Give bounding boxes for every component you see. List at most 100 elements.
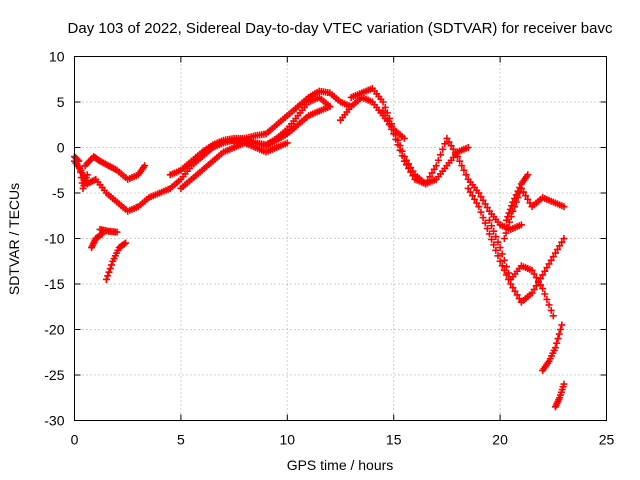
data-point xyxy=(534,277,542,285)
data-point xyxy=(547,306,555,314)
data-point xyxy=(494,252,502,260)
data-point xyxy=(473,199,481,207)
data-point xyxy=(549,253,557,261)
data-point xyxy=(422,180,430,188)
data-point xyxy=(488,222,496,230)
data-point xyxy=(551,344,559,352)
data-point xyxy=(477,208,485,216)
data-point xyxy=(451,149,459,157)
data-point xyxy=(477,193,485,201)
data-point xyxy=(490,227,498,235)
data-point xyxy=(479,214,487,222)
data-point xyxy=(513,291,521,299)
x-tick-label: 25 xyxy=(599,432,615,448)
y-tick-label: 0 xyxy=(57,140,65,156)
data-point xyxy=(530,270,538,278)
data-point xyxy=(75,157,83,165)
data-point xyxy=(481,219,489,227)
data-point xyxy=(447,142,455,150)
data-point xyxy=(428,169,436,177)
data-point xyxy=(113,228,121,236)
data-point xyxy=(545,301,553,309)
data-point xyxy=(528,289,536,297)
data-point xyxy=(502,263,510,271)
data-point xyxy=(555,330,563,338)
data-point xyxy=(558,321,566,329)
data-point xyxy=(500,235,508,242)
y-tick-label: -25 xyxy=(44,367,64,383)
chart-title: Day 103 of 2022, Sidereal Day-to-day VTE… xyxy=(68,20,613,37)
data-point xyxy=(509,198,517,206)
data-point xyxy=(83,171,91,179)
y-tick-label: -30 xyxy=(44,413,64,429)
data-point xyxy=(439,145,447,153)
data-point xyxy=(426,173,434,181)
data-point xyxy=(449,145,457,153)
y-tick-label: -20 xyxy=(44,322,64,338)
data-point xyxy=(543,295,551,303)
series-t4 xyxy=(230,87,355,147)
series-t9 xyxy=(485,216,557,320)
data-point xyxy=(381,103,389,111)
data-point xyxy=(437,151,445,159)
series-t7 xyxy=(379,107,525,233)
x-tick-label: 15 xyxy=(386,432,402,448)
series-t12 xyxy=(539,321,566,374)
x-tick-label: 5 xyxy=(177,432,185,448)
data-point xyxy=(76,163,84,171)
data-point xyxy=(475,189,483,197)
data-point xyxy=(492,246,500,254)
data-point xyxy=(554,245,562,253)
data-point xyxy=(547,256,555,264)
data-point xyxy=(105,268,113,276)
data-point xyxy=(385,121,393,129)
data-point xyxy=(430,165,438,173)
data-point xyxy=(505,269,513,277)
data-point xyxy=(471,195,479,203)
data-point xyxy=(515,295,523,303)
data-point xyxy=(498,262,506,270)
x-axis-label: GPS time / hours xyxy=(287,457,394,473)
data-point xyxy=(102,275,110,283)
data-point xyxy=(122,239,130,247)
data-point xyxy=(485,216,493,224)
data-point xyxy=(424,176,432,184)
data-point xyxy=(464,144,472,151)
data-point xyxy=(326,103,334,111)
data-point xyxy=(557,326,565,333)
x-tick-label: 10 xyxy=(280,432,296,448)
data-point xyxy=(383,116,391,124)
series-t15 xyxy=(88,230,106,252)
data-point xyxy=(506,205,514,213)
data-point xyxy=(106,265,114,273)
data-point xyxy=(524,195,532,203)
data-point xyxy=(458,162,466,170)
data-point xyxy=(492,233,500,241)
data-point xyxy=(502,216,510,224)
data-points xyxy=(71,84,568,411)
data-point xyxy=(456,157,464,165)
data-point xyxy=(496,244,504,252)
data-point xyxy=(494,238,502,246)
y-axis-label: SDTVAR / TECUs xyxy=(6,183,22,295)
data-point xyxy=(543,264,551,272)
data-point xyxy=(511,194,519,202)
data-point xyxy=(508,202,516,210)
data-point xyxy=(454,153,462,161)
data-point xyxy=(530,285,538,293)
x-tick-label: 0 xyxy=(71,432,79,448)
data-point xyxy=(537,281,545,289)
data-point xyxy=(104,272,112,280)
y-axis: -30 -25 -20 -15 -10 -5 0 5 10 xyxy=(44,49,607,429)
data-point xyxy=(558,238,566,246)
data-point xyxy=(539,285,547,293)
data-point xyxy=(481,200,489,208)
data-point xyxy=(405,164,413,172)
data-point xyxy=(76,168,84,176)
data-point xyxy=(545,260,553,268)
data-point xyxy=(551,249,559,257)
data-point xyxy=(392,135,400,143)
data-point xyxy=(522,192,530,200)
data-point xyxy=(388,125,396,133)
data-point xyxy=(479,196,487,204)
